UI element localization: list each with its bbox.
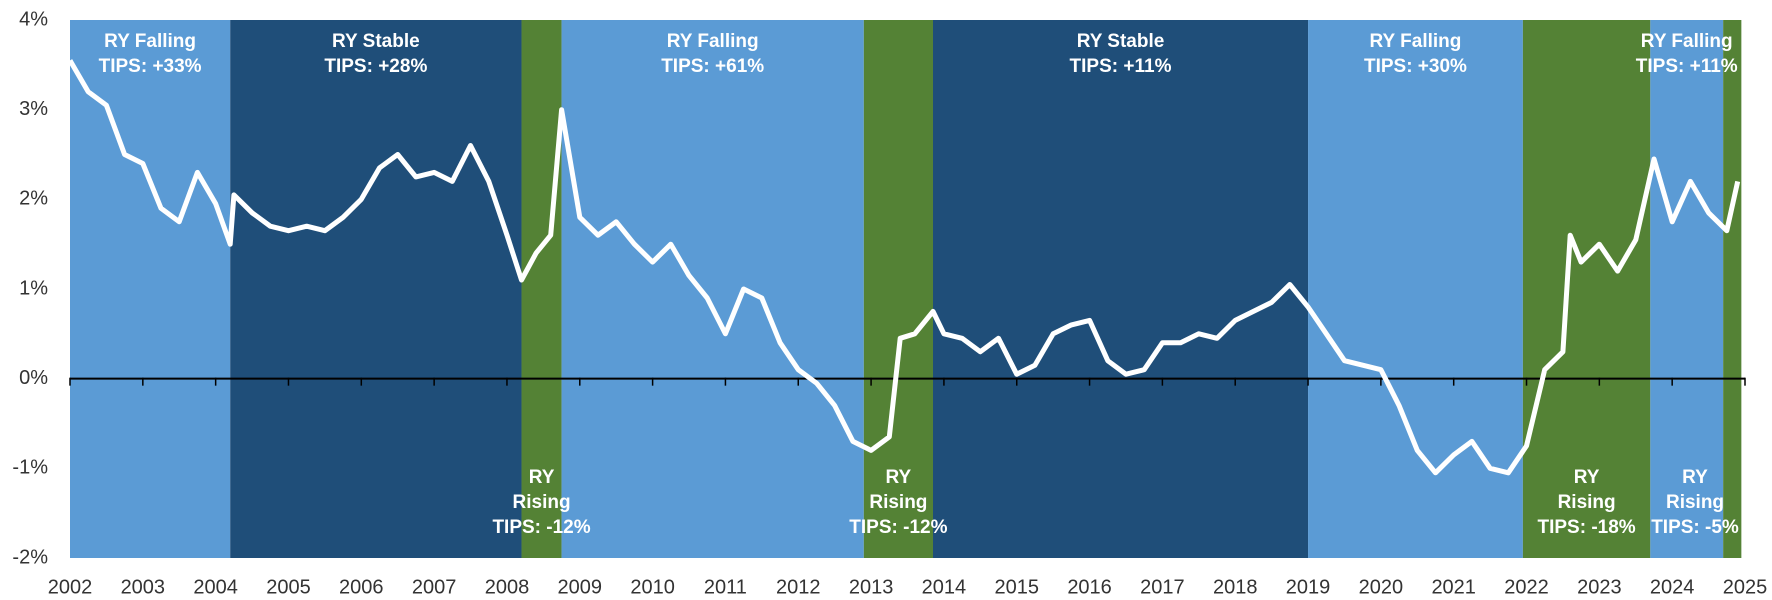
x-tick-label: 2018 — [1213, 576, 1258, 598]
x-tick-label: 2023 — [1577, 576, 1622, 598]
regime-label: TIPS: +33% — [99, 56, 202, 77]
regime-label: RY Falling — [104, 31, 196, 52]
regime-label: RY Falling — [667, 31, 759, 52]
x-tick-label: 2002 — [48, 576, 93, 598]
x-tick-label: 2005 — [266, 576, 311, 598]
regime-label: RY Stable — [332, 31, 420, 52]
regime-label: RY Falling — [1370, 31, 1462, 52]
x-tick-label: 2025 — [1723, 576, 1768, 598]
regime-label: TIPS: +30% — [1364, 56, 1467, 77]
x-tick-label: 2011 — [704, 576, 747, 598]
x-tick-label: 2014 — [922, 576, 967, 598]
regime-label: TIPS: +61% — [661, 56, 764, 77]
regime-band — [932, 20, 1309, 558]
x-tick-label: 2021 — [1431, 576, 1476, 598]
x-tick-label: 2024 — [1650, 576, 1695, 598]
regime-label: RY — [529, 467, 555, 488]
regime-label: TIPS: -12% — [849, 517, 947, 538]
regime-band — [561, 20, 864, 558]
regime-label: Rising — [1558, 492, 1616, 513]
regime-band — [1522, 20, 1651, 558]
x-tick-label: 2013 — [849, 576, 894, 598]
y-tick-label: 2% — [19, 188, 48, 210]
x-tick-label: 2020 — [1359, 576, 1404, 598]
x-tick-label: 2007 — [412, 576, 457, 598]
regime-band — [1650, 20, 1724, 558]
x-tick-label: 2012 — [776, 576, 821, 598]
x-tick-label: 2016 — [1067, 576, 1112, 598]
regime-label: TIPS: -5% — [1651, 517, 1739, 538]
regime-band — [1308, 20, 1523, 558]
regime-label: Rising — [1666, 492, 1724, 513]
regime-band — [521, 20, 562, 558]
y-tick-label: 4% — [19, 8, 48, 30]
regime-label: RY — [1682, 467, 1708, 488]
y-tick-label: 3% — [19, 98, 48, 120]
x-tick-label: 2019 — [1286, 576, 1331, 598]
x-tick-label: 2006 — [339, 576, 384, 598]
x-tick-label: 2022 — [1504, 576, 1549, 598]
regime-band — [70, 20, 231, 558]
regime-label: TIPS: -12% — [492, 517, 590, 538]
regime-band — [1723, 20, 1742, 558]
regime-label: Rising — [513, 492, 571, 513]
x-tick-label: 2003 — [121, 576, 166, 598]
x-tick-label: 2017 — [1140, 576, 1185, 598]
regime-label: RY — [1574, 467, 1600, 488]
x-tick-label: 2015 — [994, 576, 1039, 598]
x-tick-label: 2010 — [630, 576, 675, 598]
data-line — [67, 59, 1741, 476]
y-tick-label: 0% — [19, 367, 48, 389]
y-tick-label: -1% — [12, 457, 48, 479]
regime-label: TIPS: -18% — [1538, 517, 1636, 538]
regime-label: Rising — [869, 492, 927, 513]
y-tick-label: 1% — [19, 277, 48, 299]
y-tick-label: -2% — [12, 546, 48, 568]
regime-label: RY Falling — [1641, 31, 1733, 52]
regime-band — [863, 20, 933, 558]
x-tick-label: 2004 — [193, 576, 238, 598]
regime-label: TIPS: +11% — [1636, 56, 1738, 77]
x-tick-label: 2008 — [485, 576, 530, 598]
regime-band — [230, 20, 522, 558]
regime-label: TIPS: +11% — [1070, 56, 1172, 77]
x-tick-label: 2009 — [558, 576, 603, 598]
regime-label: RY — [886, 467, 912, 488]
regime-label: RY Stable — [1077, 31, 1165, 52]
regime-label: TIPS: +28% — [324, 56, 427, 77]
